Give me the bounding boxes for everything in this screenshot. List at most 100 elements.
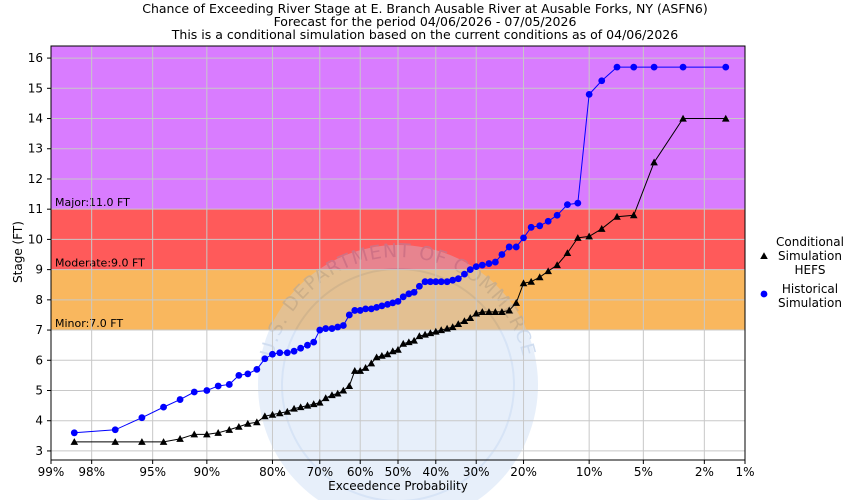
series-1-point-21 bbox=[322, 325, 330, 332]
series-0-point-19 bbox=[309, 400, 318, 408]
series-1-point-2 bbox=[138, 414, 146, 422]
series-1-point-22 bbox=[328, 325, 336, 332]
chart-title: Chance of Exceeding River Stage at E. Br… bbox=[142, 1, 708, 42]
series-0-point-62 bbox=[585, 232, 593, 240]
series-0-point-23 bbox=[333, 389, 342, 397]
series-0-point-6 bbox=[203, 430, 211, 438]
series-0-point-44 bbox=[448, 323, 457, 331]
series-0-point-64 bbox=[613, 212, 621, 220]
series-1-point-16 bbox=[290, 347, 298, 355]
x-tick-label-7: 50% bbox=[385, 465, 412, 479]
title-line-1: Chance of Exceeding River Stage at E. Br… bbox=[142, 1, 708, 16]
series-0-point-31 bbox=[378, 351, 386, 359]
series-0-point-49 bbox=[478, 308, 487, 315]
series-0-point-29 bbox=[367, 359, 376, 367]
series-0-point-0 bbox=[70, 438, 79, 445]
series-1-point-40 bbox=[427, 278, 434, 286]
series-1-point-19 bbox=[310, 338, 318, 346]
series-0-point-48 bbox=[472, 309, 481, 317]
legend-hefs-text-0: Conditional bbox=[776, 235, 844, 249]
y-tick-label-3: 6 bbox=[35, 353, 43, 367]
x-tick-label-2: 95% bbox=[139, 465, 166, 479]
series-0-point-59 bbox=[553, 261, 561, 269]
series-0-point-18 bbox=[303, 401, 312, 409]
series-1-point-31 bbox=[378, 302, 386, 310]
series-1-point-35 bbox=[399, 293, 407, 301]
series-0-point-12 bbox=[261, 412, 269, 420]
series-0-point-46 bbox=[460, 317, 469, 325]
series-1-point-55 bbox=[520, 234, 527, 242]
legend-hist-text-1: Simulation bbox=[778, 296, 842, 310]
y-axis-label: Stage (FT) bbox=[11, 221, 25, 283]
series-1-point-15 bbox=[283, 349, 291, 357]
x-tick-label-4: 80% bbox=[259, 465, 286, 479]
series-1-point-8 bbox=[225, 381, 233, 388]
series-1-point-33 bbox=[389, 299, 397, 307]
series-1-point-7 bbox=[214, 382, 222, 390]
series-0-point-16 bbox=[290, 404, 298, 412]
series-0-point-9 bbox=[235, 422, 243, 430]
y-tick-label-2: 5 bbox=[35, 383, 43, 397]
series-1-point-59 bbox=[553, 211, 561, 219]
series-1-point-45 bbox=[454, 275, 462, 283]
y-tick-label-5: 8 bbox=[35, 293, 43, 307]
series-0-point-52 bbox=[498, 308, 506, 315]
series-1-point-24 bbox=[339, 322, 347, 329]
y-tick-label-12: 15 bbox=[28, 81, 43, 95]
series-0-point-42 bbox=[437, 326, 446, 334]
y-tick-label-0: 3 bbox=[35, 444, 43, 458]
series-0-point-2 bbox=[138, 438, 146, 445]
series-1-point-60 bbox=[564, 201, 571, 209]
series-1-point-29 bbox=[367, 305, 375, 313]
series-1-point-38 bbox=[415, 282, 423, 290]
series-1-point-25 bbox=[345, 311, 353, 319]
series-0-point-66 bbox=[650, 158, 658, 166]
series-1-point-23 bbox=[334, 323, 342, 331]
series-1-point-4 bbox=[176, 396, 184, 403]
x-tick-label-0: 99% bbox=[38, 465, 65, 479]
series-0-point-57 bbox=[535, 273, 544, 281]
y-tick-label-4: 7 bbox=[35, 323, 43, 337]
series-1-point-9 bbox=[235, 371, 243, 379]
y-tick-label-7: 10 bbox=[28, 232, 43, 246]
series-1-point-46 bbox=[461, 270, 468, 278]
series-0-point-3 bbox=[159, 438, 168, 445]
series-1-point-52 bbox=[498, 251, 506, 258]
series-1-point-32 bbox=[384, 300, 391, 308]
series-1-point-67 bbox=[679, 63, 687, 71]
y-tick-label-13: 16 bbox=[28, 51, 43, 65]
x-tick-label-5: 70% bbox=[306, 465, 333, 479]
series-1-point-53 bbox=[505, 243, 513, 251]
series-0-point-47 bbox=[466, 314, 475, 322]
flood-band-label-0: Minor:7.0 FT bbox=[55, 317, 123, 330]
flood-band-label-1: Moderate:9.0 FT bbox=[55, 257, 145, 270]
series-1-point-47 bbox=[466, 266, 474, 274]
series-0 bbox=[70, 114, 730, 445]
y-tick-label-11: 14 bbox=[28, 112, 43, 126]
series-0-point-35 bbox=[399, 339, 408, 347]
series-0-point-26 bbox=[350, 367, 359, 374]
series-0-point-50 bbox=[485, 308, 493, 315]
series-0-point-15 bbox=[283, 407, 292, 415]
series-1-point-64 bbox=[613, 63, 621, 71]
series-1-point-1 bbox=[111, 426, 119, 434]
series-1-point-13 bbox=[269, 350, 276, 358]
series-1-point-54 bbox=[512, 243, 520, 251]
x-tick-label-9: 30% bbox=[463, 465, 490, 479]
series-1-point-58 bbox=[544, 217, 552, 225]
series-0-point-21 bbox=[321, 394, 330, 402]
series-0-point-63 bbox=[597, 225, 606, 232]
legend-hist-text-0: Historical bbox=[782, 282, 838, 296]
series-1-point-57 bbox=[536, 222, 544, 230]
series-0-point-61 bbox=[574, 234, 582, 241]
series-1-point-44 bbox=[449, 276, 457, 284]
flood-band-label-2: Major:11.0 FT bbox=[55, 196, 130, 209]
series-0-point-13 bbox=[268, 410, 277, 418]
series-0-point-7 bbox=[214, 429, 222, 436]
legend-hist-marker bbox=[760, 290, 768, 298]
series-1-point-17 bbox=[297, 344, 305, 352]
x-tick-label-10: 20% bbox=[510, 465, 537, 479]
series-0-point-65 bbox=[629, 211, 638, 219]
y-tick-label-1: 4 bbox=[35, 414, 43, 428]
